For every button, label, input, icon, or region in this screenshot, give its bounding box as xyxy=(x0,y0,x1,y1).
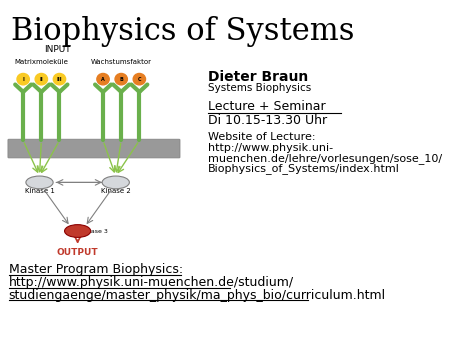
Text: Biophysics of Systems: Biophysics of Systems xyxy=(11,17,355,47)
Circle shape xyxy=(97,73,109,85)
Text: OUTPUT: OUTPUT xyxy=(57,248,99,257)
Circle shape xyxy=(53,73,66,85)
Text: http://www.physik.uni-muenchen.de/studium/: http://www.physik.uni-muenchen.de/studiu… xyxy=(9,276,294,289)
Text: muenchen.de/lehre/vorlesungen/sose_10/: muenchen.de/lehre/vorlesungen/sose_10/ xyxy=(208,153,442,164)
Text: Biophysics_of_Systems/index.html: Biophysics_of_Systems/index.html xyxy=(208,163,400,174)
Text: Systems Biophysics: Systems Biophysics xyxy=(208,82,311,93)
Text: studiengaenge/master_physik/ma_phys_bio/curriculum.html: studiengaenge/master_physik/ma_phys_bio/… xyxy=(9,289,386,302)
Text: Master Program Biophysics:: Master Program Biophysics: xyxy=(9,263,183,276)
Circle shape xyxy=(115,73,127,85)
Text: Wachstumsfaktor: Wachstumsfaktor xyxy=(91,59,152,65)
Text: I: I xyxy=(22,77,24,82)
Text: INPUT: INPUT xyxy=(45,46,71,54)
Text: Dieter Braun: Dieter Braun xyxy=(208,70,309,84)
Ellipse shape xyxy=(102,176,129,189)
Text: http://www.physik.uni-: http://www.physik.uni- xyxy=(208,143,333,153)
Text: Di 10.15-13.30 Uhr: Di 10.15-13.30 Uhr xyxy=(208,114,328,127)
Circle shape xyxy=(17,73,29,85)
Text: C: C xyxy=(138,77,141,82)
Text: Lecture + Seminar: Lecture + Seminar xyxy=(208,100,326,113)
Circle shape xyxy=(35,73,48,85)
Text: II: II xyxy=(40,77,43,82)
Ellipse shape xyxy=(26,176,53,189)
Text: Kinase 3: Kinase 3 xyxy=(81,228,108,234)
Circle shape xyxy=(133,73,145,85)
Text: B: B xyxy=(119,77,123,82)
Text: Website of Lecture:: Website of Lecture: xyxy=(208,132,316,142)
Ellipse shape xyxy=(64,225,91,237)
Text: Kinase 2: Kinase 2 xyxy=(101,188,130,194)
Text: III: III xyxy=(57,77,62,82)
FancyBboxPatch shape xyxy=(8,139,180,158)
Text: Kinase 1: Kinase 1 xyxy=(25,188,54,194)
Text: Matrixmoleküle: Matrixmoleküle xyxy=(14,59,68,65)
Text: A: A xyxy=(101,77,105,82)
